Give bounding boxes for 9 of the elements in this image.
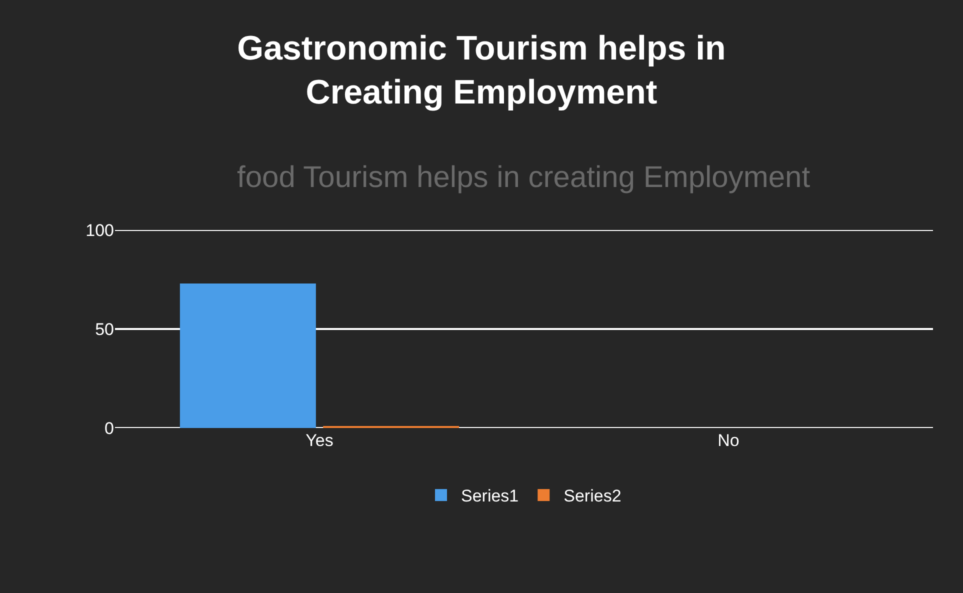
- x-tick-label: Yes: [306, 431, 334, 450]
- legend-label: Series1: [461, 486, 519, 506]
- text: food Tourism helps in creating Employment: [237, 161, 811, 194]
- y-tick-label: 50: [95, 320, 114, 339]
- x-tick-label: No: [718, 431, 740, 450]
- legend-label: Series2: [564, 486, 622, 506]
- y-tick-label: 0: [104, 418, 114, 438]
- chart-title: Gastronomic Tourism helps in Creating Employment: [237, 29, 726, 112]
- y-tick-label: 100: [86, 220, 114, 240]
